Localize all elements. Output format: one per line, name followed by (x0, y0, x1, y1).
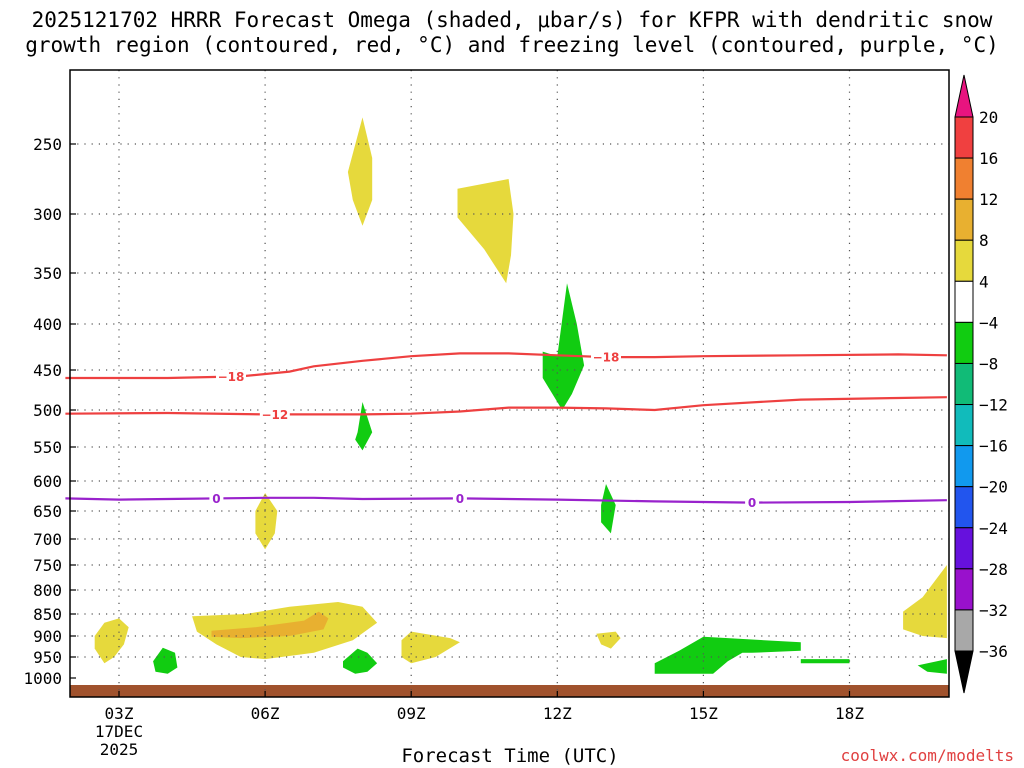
colorbar-label-14: −36 (979, 642, 1008, 661)
y-tick-label-650: 650 (33, 502, 62, 521)
colorbar-segment-3 (954, 198, 974, 241)
colorbar-segment-5 (954, 280, 974, 323)
colorbar-label-6: −4 (979, 313, 998, 332)
colorbar-segment-9 (954, 445, 974, 488)
x-tick-label-15Z: 15Z (689, 704, 718, 723)
y-tick-label-850: 850 (33, 605, 62, 624)
colorbar-label-7: −8 (979, 354, 998, 373)
colorbar-segment-10 (954, 486, 974, 529)
x-tick-label-12Z: 12Z (543, 704, 572, 723)
y-tick-label-500: 500 (33, 401, 62, 420)
contour-label-bg (745, 495, 760, 510)
chart-title-line-2: growth region (contoured, red, °C) and f… (25, 33, 999, 57)
omega-region-13 (153, 647, 178, 674)
colorbar-segment-1 (954, 116, 974, 159)
x-tick-sublabel-1: 17DEC (95, 722, 143, 741)
x-tick-sublabel-2: 2025 (100, 740, 139, 759)
contour-label-bg (209, 491, 224, 506)
colorbar-bottom-arrow (954, 650, 974, 694)
colorbar-label-4: 8 (979, 231, 989, 250)
colorbar-label-2: 16 (979, 149, 998, 168)
colorbar-label-9: −16 (979, 437, 1008, 456)
colorbar-segment-12 (954, 568, 974, 611)
omega-region-7 (596, 631, 621, 649)
omega-region-9 (211, 611, 329, 639)
contour-label-dgz-minus-18-2: −18 (593, 351, 620, 365)
contour-label-bg (259, 407, 290, 422)
colorbar-segment-7 (954, 362, 974, 406)
omega-region-17 (917, 659, 947, 674)
y-tick-label-350: 350 (33, 264, 62, 283)
contour-dgz-minus-12 (65, 396, 947, 416)
contour-label-bg (452, 491, 467, 506)
colorbar-label-11: −24 (979, 519, 1008, 538)
chart-title-line-1: 2025121702 HRRR Forecast Omega (shaded, … (31, 8, 993, 32)
colorbar-label-3: 12 (979, 190, 998, 209)
colorbar-segment-13 (954, 609, 974, 652)
y-axis: 250 300 350 400 450 500 550 600 650 700 750 800 850 9… (23, 135, 76, 688)
ground-surface (70, 685, 949, 697)
y-tick-label-700: 700 (33, 530, 62, 549)
contour-freezing-level-0 (65, 496, 947, 504)
site-credit: coolwx.com/modelts (840, 746, 1014, 765)
omega-region-6 (401, 631, 460, 664)
plot-frame (69, 69, 950, 698)
x-axis-label: Forecast Time (UTC) (401, 745, 619, 767)
contour-label-dgz-minus-12-1: −12 (261, 408, 288, 422)
colorbar-segment-4 (954, 239, 974, 282)
omega-region-1 (347, 117, 373, 226)
colorbar-label-1: 20 (979, 108, 998, 127)
omega-region-12 (601, 484, 616, 534)
colorbar: 20 16 12 8 4 −4 −8 −12 −16 −20 −24 −28 −32 −36 (954, 74, 1008, 694)
x-tick-label-09Z: 09Z (397, 704, 426, 723)
omega-region-14 (343, 648, 378, 674)
x-tick-label-06Z: 06Z (251, 704, 280, 723)
omega-region-10 (542, 283, 585, 410)
omega-region-11 (355, 402, 373, 451)
y-tick-label-600: 600 (33, 472, 62, 491)
colorbar-segment-8 (954, 404, 974, 447)
y-tick-label-300: 300 (33, 205, 62, 224)
omega-region-8 (903, 565, 947, 639)
omega-region-3 (255, 493, 278, 550)
y-tick-label-750: 750 (33, 556, 62, 575)
colorbar-label-8: −12 (979, 396, 1008, 415)
colorbar-label-13: −32 (979, 601, 1008, 620)
y-tick-label-550: 550 (33, 438, 62, 457)
omega-region-16 (800, 659, 850, 664)
y-tick-label-900: 900 (33, 627, 62, 646)
x-tick-label-18Z: 18Z (835, 704, 864, 723)
colorbar-segment-11 (954, 527, 974, 570)
y-tick-label-800: 800 (33, 581, 62, 600)
omega-region-2 (457, 179, 514, 284)
x-tick-label-03Z: 03Z (105, 704, 134, 723)
contour-label-bg (216, 369, 247, 384)
contour-label-freezing-level-0-1: 0 (212, 492, 220, 506)
contour-label-freezing-level-0-3: 0 (748, 496, 756, 510)
y-tick-label-250: 250 (33, 135, 62, 154)
omega-shading-layer (70, 117, 949, 697)
omega-region-15 (654, 636, 801, 674)
grid-layer (70, 70, 949, 697)
colorbar-label-5: 4 (979, 272, 989, 291)
contour-label-freezing-level-0-2: 0 (456, 492, 464, 506)
colorbar-top-arrow (954, 74, 974, 118)
colorbar-label-10: −20 (979, 478, 1008, 497)
y-tick-label-400: 400 (33, 315, 62, 334)
colorbar-segment-6 (954, 321, 974, 364)
y-tick-label-950: 950 (33, 648, 62, 667)
contour-label-dgz-minus-18-1: −18 (218, 370, 245, 384)
y-tick-label-450: 450 (33, 361, 62, 380)
colorbar-label-12: −28 (979, 560, 1008, 579)
contour-dgz-minus-18 (65, 352, 947, 380)
contour-label-bg (591, 350, 621, 365)
omega-region-4 (94, 618, 129, 664)
y-tick-label-1000: 1000 (23, 669, 62, 688)
colorbar-segment-2 (954, 157, 974, 200)
contour-layer: −18 −18 −12 0 0 0 (65, 350, 947, 510)
